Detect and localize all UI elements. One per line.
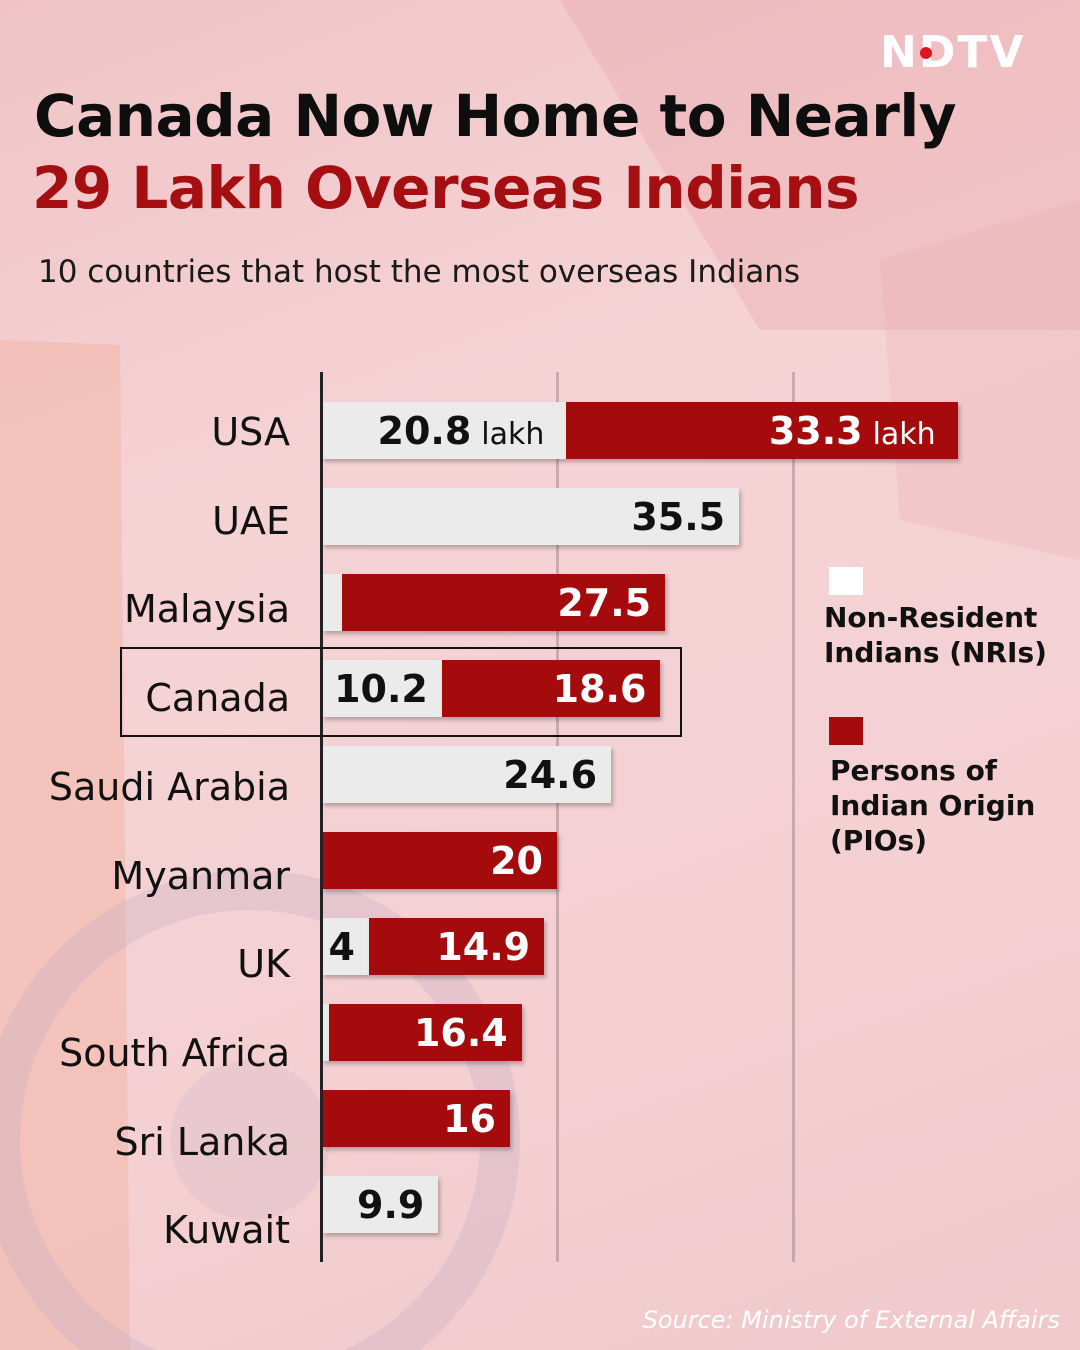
value-label-pio: 18.6 <box>553 667 647 711</box>
value-number: 4 <box>328 925 355 969</box>
canada-highlight-box <box>120 647 682 737</box>
category-label: USA <box>211 410 290 454</box>
gridline-40 <box>792 372 795 1262</box>
value-number: 14.9 <box>436 925 531 969</box>
value-label-nri: 9.9 <box>357 1183 424 1227</box>
value-label-pio: 16 <box>443 1097 496 1141</box>
value-unit: lakh <box>872 417 936 452</box>
value-number: 20 <box>490 839 543 883</box>
bar-pio <box>566 402 958 459</box>
value-number: 18.6 <box>552 667 647 711</box>
bar-pio <box>322 832 557 889</box>
category-label: Malaysia <box>123 587 290 632</box>
gridline-20 <box>556 372 559 1262</box>
legend-swatch-nri <box>829 567 863 595</box>
value-number: 24.6 <box>503 753 598 797</box>
legend-swatch-pio <box>829 717 863 745</box>
bar-pio <box>322 1090 510 1147</box>
value-label-pio: 16.4 <box>414 1011 508 1055</box>
value-number: 10.2 <box>334 667 428 711</box>
legend-label-nri: Non-Resident Indians (NRIs) <box>824 601 1047 669</box>
value-label-nri: 20.8 lakh <box>378 409 545 453</box>
value-label-nri: 10.2 <box>334 667 428 711</box>
bar-pio <box>369 918 545 975</box>
value-number: 20.8 <box>377 409 472 453</box>
logo-dot-icon <box>920 47 932 59</box>
title-line-2: 29 Lakh Overseas Indians <box>32 154 860 222</box>
ndtv-logo: NDTV <box>880 30 1025 76</box>
value-label-pio: 27.5 <box>557 581 651 625</box>
value-label-pio: 14.9 <box>436 925 530 969</box>
legend-label-pio: Persons of Indian Origin (PIOs) <box>830 754 1036 857</box>
bar-pio <box>341 574 666 631</box>
brand-name: NDTV <box>880 27 1026 78</box>
value-number: 9.9 <box>357 1183 425 1227</box>
value-label-nri: 24.6 <box>503 753 597 797</box>
value-label-pio: 33.3 lakh <box>769 409 936 453</box>
category-label: Sri Lanka <box>114 1119 290 1164</box>
category-label: South Africa <box>59 1030 290 1075</box>
bar-pio <box>329 1004 522 1061</box>
category-label: Canada <box>145 676 290 721</box>
title-line-1: Canada Now Home to Nearly <box>34 82 957 150</box>
value-number: 35.5 <box>631 495 726 539</box>
value-label-nri: 4 <box>329 925 355 969</box>
bar-nri <box>322 746 612 803</box>
value-number: 16 <box>443 1097 496 1141</box>
bar-nri <box>322 1004 330 1061</box>
category-label: Myanmar <box>111 853 290 898</box>
category-label: Kuwait <box>163 1208 290 1253</box>
bar-nri <box>322 918 369 975</box>
bar-nri <box>322 660 442 717</box>
bar-nri <box>322 402 567 459</box>
value-number: 33.3 <box>768 409 863 453</box>
value-unit: lakh <box>481 417 545 452</box>
bar-nri <box>322 1176 439 1233</box>
source-note: Source: Ministry of External Affairs <box>642 1306 1060 1334</box>
bar-nri <box>322 488 740 545</box>
category-label: UAE <box>212 498 290 543</box>
bar-pio <box>441 660 661 717</box>
chart-subtitle: 10 countries that host the most overseas… <box>38 254 801 290</box>
value-number: 27.5 <box>557 581 652 625</box>
value-number: 16.4 <box>413 1011 508 1055</box>
value-label-pio: 20 <box>490 839 543 883</box>
bar-nri <box>322 574 342 631</box>
category-label: UK <box>237 942 290 987</box>
y-axis-line <box>320 372 323 1262</box>
value-label-nri: 35.5 <box>631 495 725 539</box>
category-label: Saudi Arabia <box>48 764 290 809</box>
